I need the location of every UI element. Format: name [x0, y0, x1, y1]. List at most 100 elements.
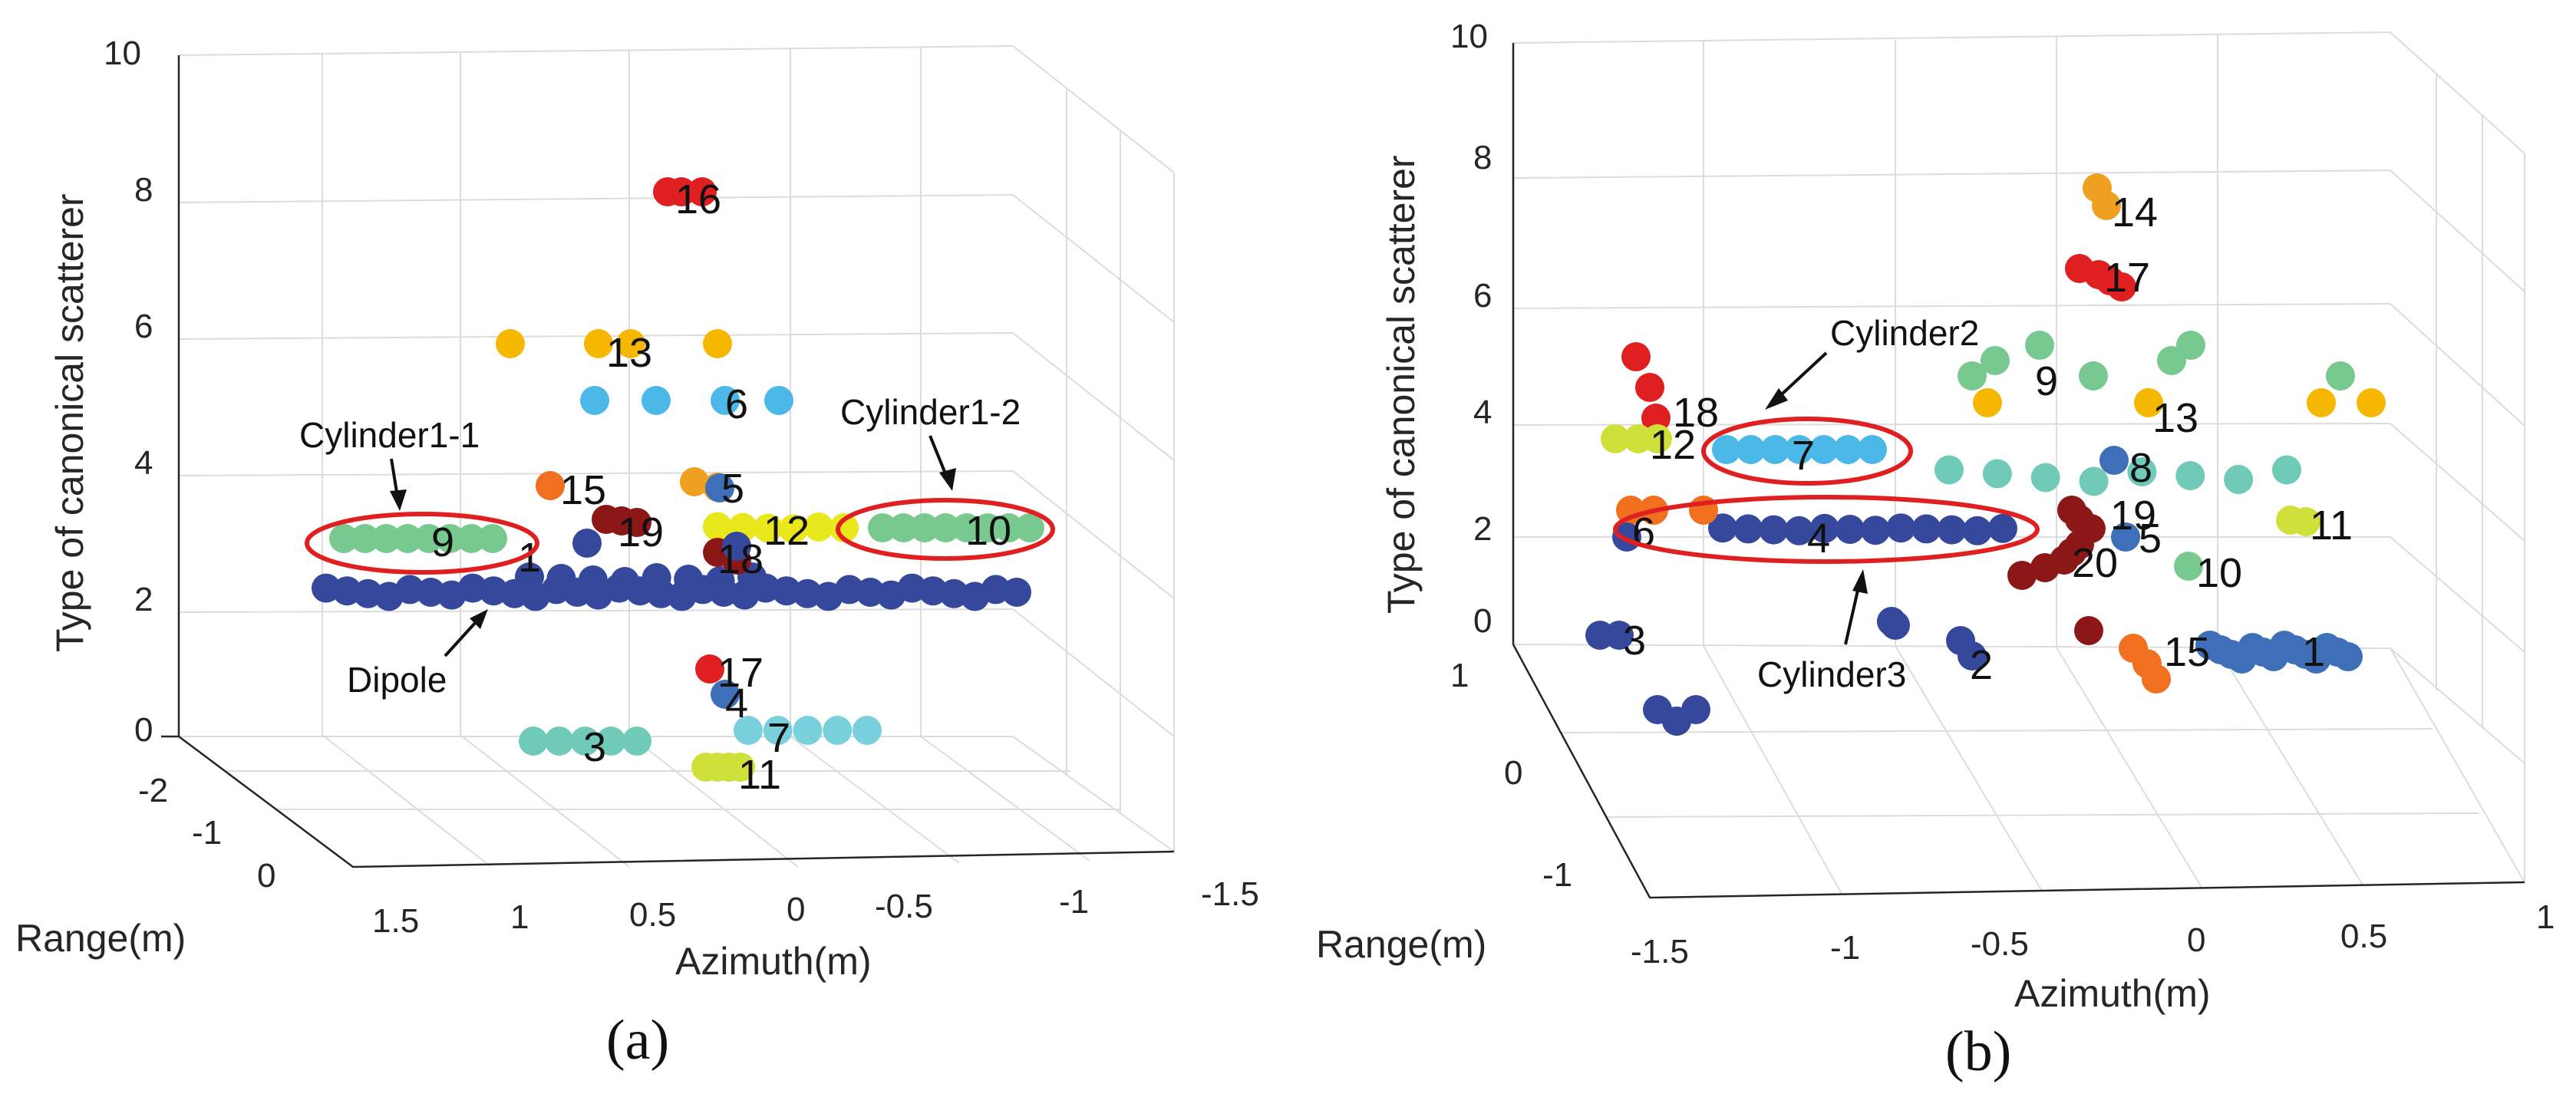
a-point-c16 [688, 177, 717, 206]
b-z-tick-0: 0 [1473, 602, 1492, 640]
b-point-c8 [2030, 463, 2060, 493]
b-point-c5 [2099, 446, 2129, 475]
a-point-cylinder1-1 [350, 524, 380, 553]
b-point-c13 [2134, 388, 2163, 417]
b-x-tick-0: 0 [2187, 921, 2205, 959]
a-label-19: 19 [618, 509, 664, 555]
a-x-tick-0: 0 [787, 891, 805, 928]
a-z-tick-4: 4 [134, 444, 153, 482]
a-z-tick-8: 8 [134, 171, 153, 209]
b-point-c12 [1643, 424, 1672, 453]
a-point-cylinder1-2 [868, 513, 897, 542]
b-point-c20 [2007, 561, 2037, 590]
a-label-9: 9 [431, 519, 454, 565]
a-point-cylinder1-2 [994, 513, 1024, 542]
a-panel-label: (a) [606, 1009, 669, 1072]
a-z-tick-6: 6 [134, 308, 153, 345]
a-point-cylinder1-2 [973, 513, 1003, 542]
a-x-tick-m0.5: -0.5 [875, 888, 933, 925]
b-point-c15 [2142, 664, 2171, 694]
a-point-c5 [680, 467, 709, 496]
b-point-c4 [1708, 513, 1737, 543]
panel-a-points [312, 177, 1044, 782]
panel-b-axes [1512, 43, 2525, 899]
b-annot-cylinder3: Cylinder3 [1757, 654, 1906, 694]
a-point-c3 [570, 727, 600, 756]
b-point-c15 [2074, 616, 2103, 645]
a-point-cylinder1-1 [414, 524, 444, 553]
a-point-c3 [596, 727, 626, 756]
a-x-tick-1: 1 [510, 898, 529, 936]
b-cylinder3-ellipse [1613, 495, 2040, 564]
a-x-tick-1.5: 1.5 [372, 902, 419, 940]
a-point-c7 [763, 716, 793, 745]
b-label-4: 4 [1807, 516, 1830, 562]
b-point-c8 [2127, 457, 2157, 486]
a-arrowhead-cylinder1-2 [939, 468, 956, 491]
b-label-7: 7 [1792, 433, 1815, 479]
b-label-9: 9 [2035, 358, 2058, 404]
b-arrowhead-cylinder3 [1852, 569, 1868, 594]
b-label-15: 15 [2164, 629, 2210, 675]
a-point-c3 [622, 727, 651, 756]
a-point-c1 [572, 529, 602, 558]
b-point-c4 [1988, 513, 2017, 543]
a-point-dipole [705, 566, 735, 595]
b-annot-cylinder2: Cylinder2 [1830, 313, 1979, 353]
a-point-cylinder1-1 [435, 524, 465, 553]
b-point-c12 [1601, 424, 1630, 453]
b-label-3: 3 [1623, 618, 1646, 664]
b-point-c13 [2307, 388, 2336, 417]
b-point-c7 [1809, 435, 1839, 464]
a-point-dipole [546, 564, 576, 593]
a-x-tick-m1: -1 [1059, 883, 1089, 921]
a-point-c12 [703, 512, 732, 542]
b-label-13: 13 [2152, 395, 2198, 441]
a-point-c13 [703, 329, 732, 358]
a-label-6: 6 [725, 381, 748, 427]
b-point-c18 [1641, 404, 1671, 433]
b-x-tick-m0.5: -0.5 [1971, 925, 2029, 963]
a-point-cylinder1-2 [1015, 513, 1044, 542]
b-x-tick-m1: -1 [1830, 929, 1860, 967]
b-point-c9 [2025, 331, 2054, 360]
a-cylinder1-1-ellipse [305, 512, 539, 575]
b-panel-label: (b) [1945, 1020, 2011, 1083]
b-point-c13 [2357, 388, 2386, 417]
a-point-c11 [726, 753, 755, 782]
a-point-c4 [711, 680, 740, 709]
a-point-c12 [754, 513, 783, 543]
b-label-12: 12 [1650, 422, 1696, 468]
a-annot-cylinder1-1: Cylinder1-1 [299, 415, 480, 455]
a-point-dipole [610, 567, 640, 596]
b-point-c8 [1934, 455, 1964, 485]
b-point-c13 [1973, 388, 2002, 417]
a-point-c6 [642, 386, 671, 415]
a-annot-dipole: Dipole [347, 660, 447, 700]
a-arrowhead-cylinder1-1 [390, 489, 407, 511]
b-zlabel: Type of canonical scatterer [1380, 155, 1423, 614]
b-point-c7 [1858, 435, 1887, 464]
a-point-c3 [519, 727, 548, 756]
panel-b-grid [1512, 31, 2525, 898]
a-point-c19 [622, 508, 651, 537]
a-point-cylinder1-2 [909, 513, 939, 542]
b-z-tick-8: 8 [1473, 139, 1492, 176]
b-point-c9 [1958, 361, 1987, 390]
panel-b-x-ticks: -1.5 -1 -0.5 0 0.5 1 [1631, 898, 2555, 970]
panel-a-z-ticks: 10 8 6 4 2 0 [104, 35, 153, 749]
a-point-c13 [584, 329, 613, 358]
b-point-c18 [1635, 373, 1664, 402]
b-point-c8 [1982, 459, 2012, 489]
b-point-c6 [1616, 496, 1645, 525]
b-ylabel: Range(m) [1316, 923, 1486, 966]
b-point-c7 [1833, 435, 1863, 464]
a-point-c13 [496, 329, 525, 358]
b-x-tick-m1.5: -1.5 [1631, 933, 1689, 970]
a-label-16: 16 [675, 176, 721, 222]
a-point-cylinder1-1 [457, 524, 487, 553]
a-label-4: 4 [725, 680, 748, 727]
panel-a-annotations: Cylinder1-1 Cylinder1-2 Dipole [299, 392, 1055, 700]
a-point-cylinder1-1 [371, 524, 401, 553]
